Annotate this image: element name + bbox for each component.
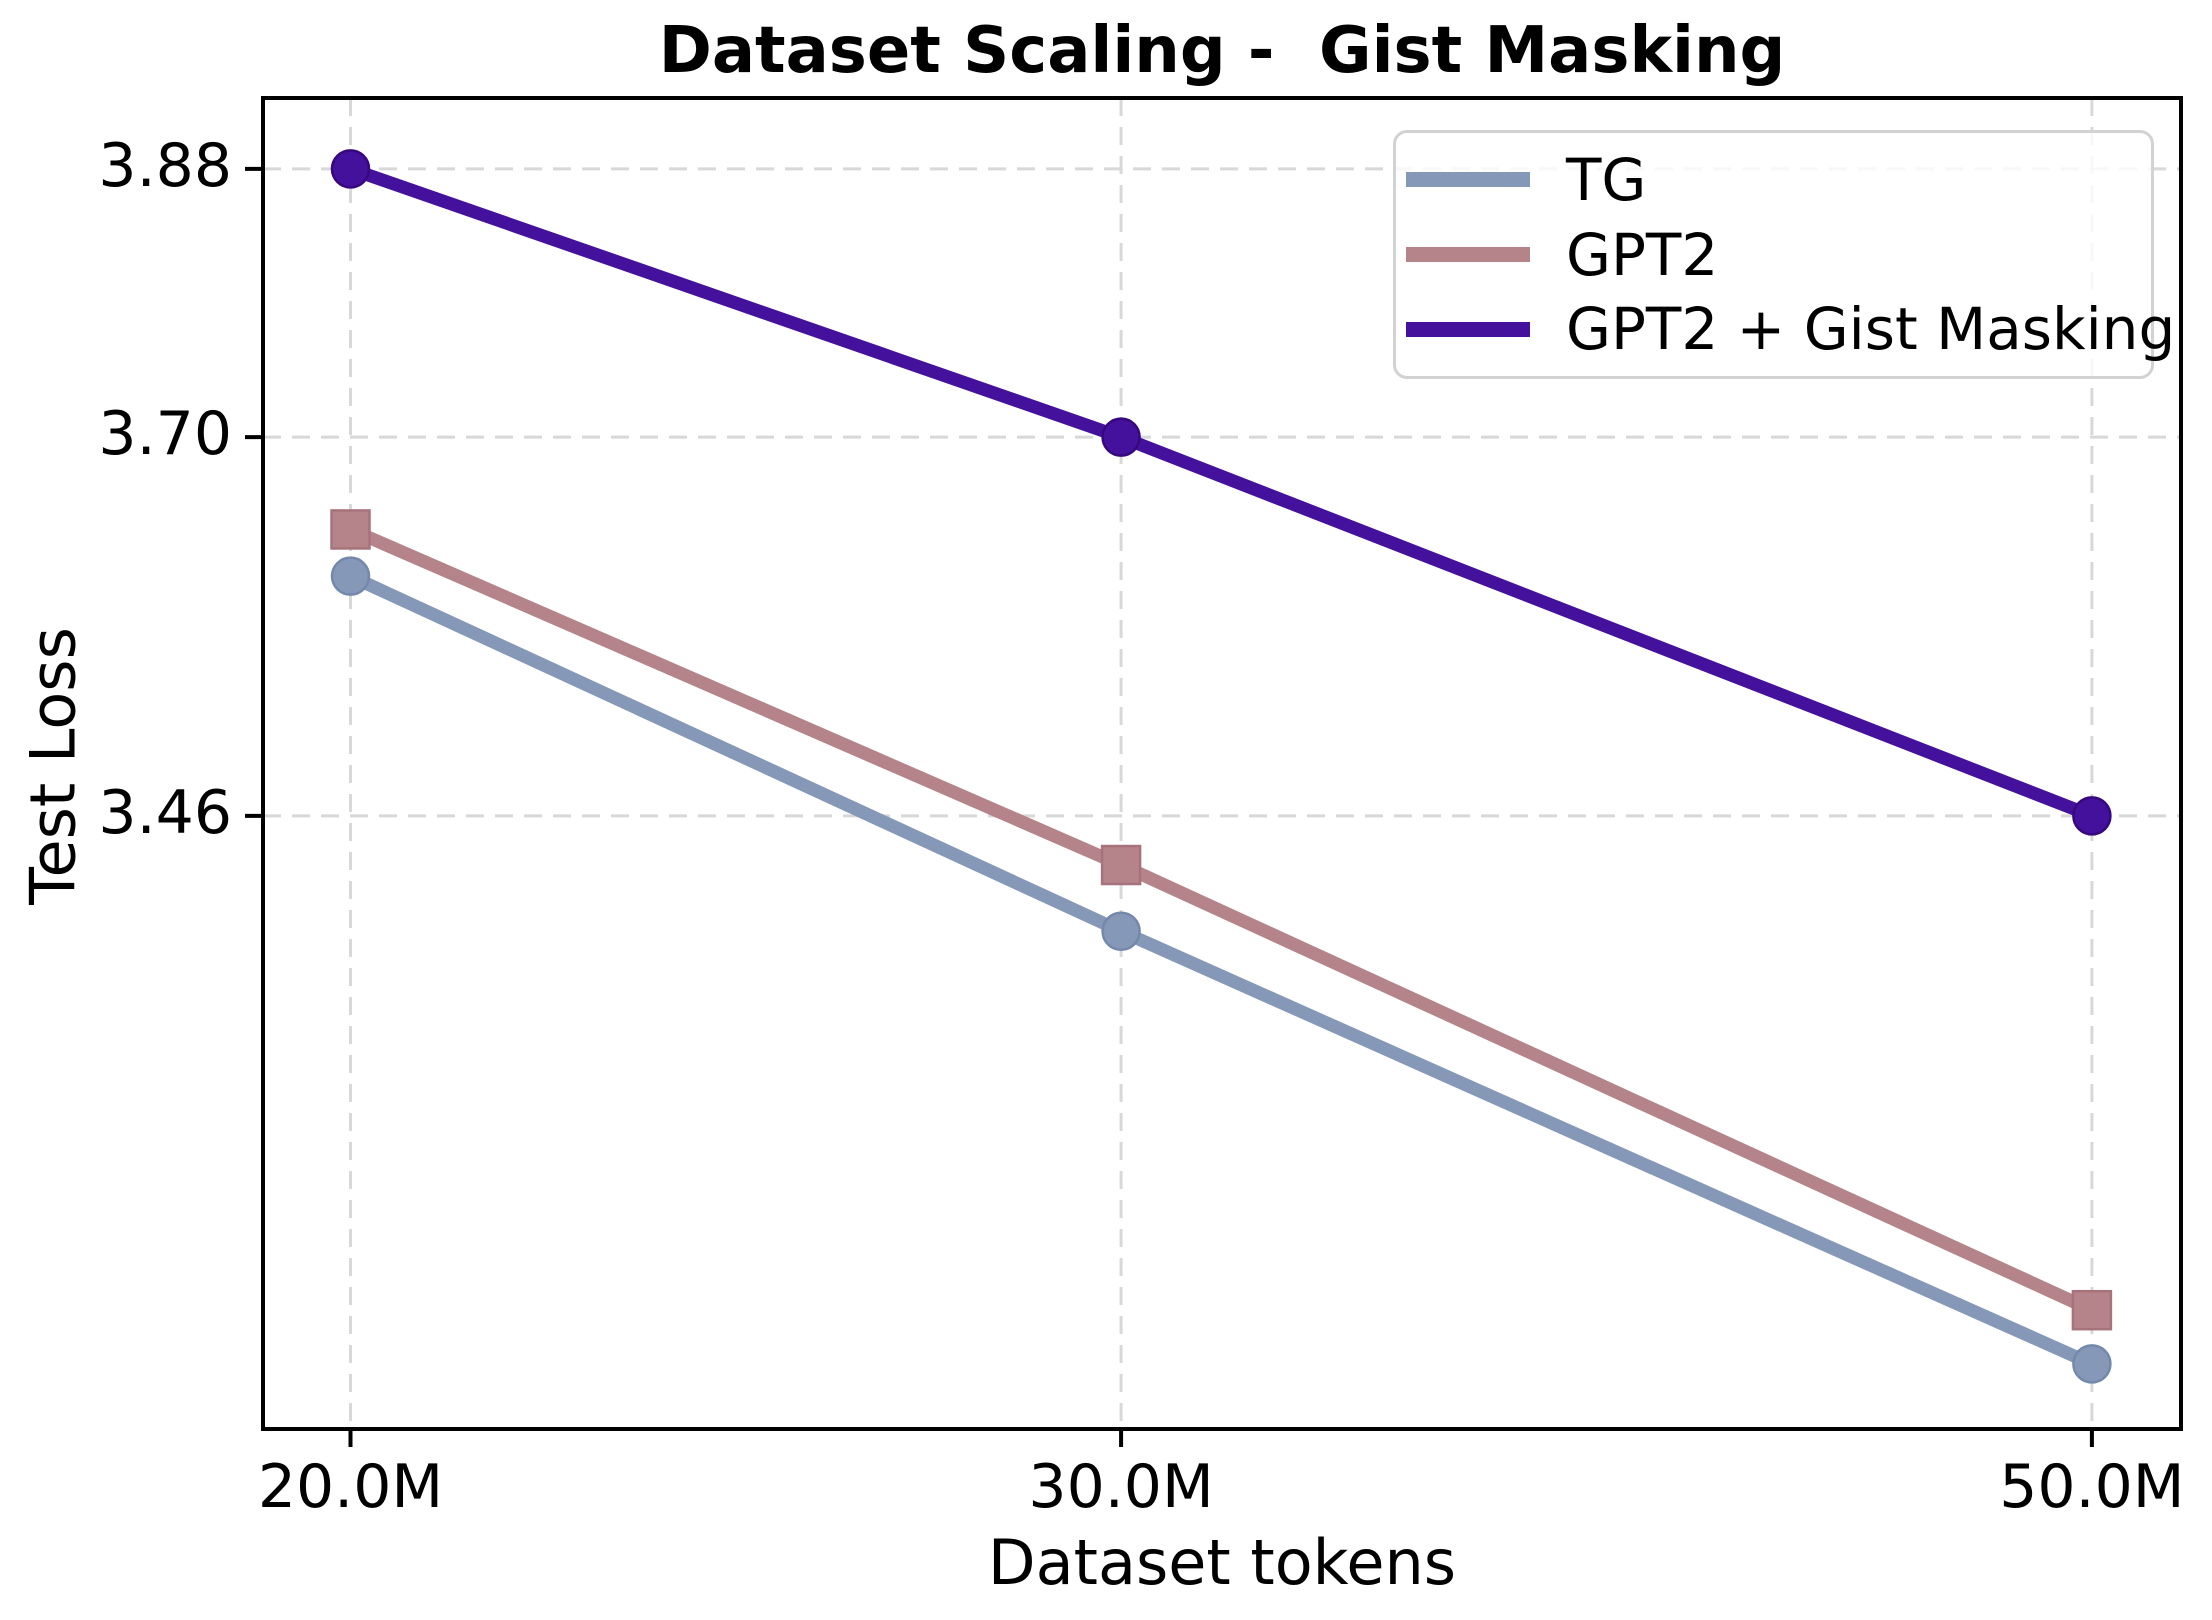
legend-label: GPT2 + Gist Masking <box>1566 295 2176 364</box>
x-tick-label: 20.0M <box>257 1452 444 1522</box>
legend: TG GPT2 GPT2 + Gist Masking <box>1393 130 2175 379</box>
chart-title: Dataset Scaling - Gist Masking <box>658 14 1786 88</box>
x-tick-label: 30.0M <box>1028 1452 1214 1522</box>
legend-row: TG <box>1396 146 2151 214</box>
legend-label: GPT2 <box>1566 220 1719 289</box>
plot-frame <box>261 96 2183 1431</box>
data-point-marker <box>2071 1289 2113 1331</box>
data-point-marker <box>1101 417 1141 457</box>
legend-row: GPT2 + Gist Masking <box>1396 295 2175 363</box>
y-tick-label: 3.46 <box>98 778 232 849</box>
data-point-marker <box>2072 1344 2112 1384</box>
data-point-marker <box>330 556 371 596</box>
data-point-marker <box>1100 844 1142 886</box>
data-point-marker <box>2072 796 2112 836</box>
legend-swatch <box>1406 247 1530 262</box>
y-tick-label: 3.70 <box>98 399 232 470</box>
legend-label: TG <box>1566 145 1647 214</box>
x-axis-label: Dataset tokens <box>987 1526 1457 1599</box>
legend-row: GPT2 <box>1396 221 2151 289</box>
legend-swatch <box>1406 172 1530 188</box>
series-line-tg <box>344 569 2099 1371</box>
data-point-marker <box>1101 911 1141 952</box>
x-tick-label: 50.0M <box>1999 1452 2185 1522</box>
legend-swatch <box>1406 321 1530 337</box>
data-point-marker <box>330 509 371 550</box>
series-line-gpt2 <box>344 522 2099 1317</box>
y-tick-label: 3.88 <box>98 131 232 202</box>
data-point-marker <box>330 149 371 189</box>
